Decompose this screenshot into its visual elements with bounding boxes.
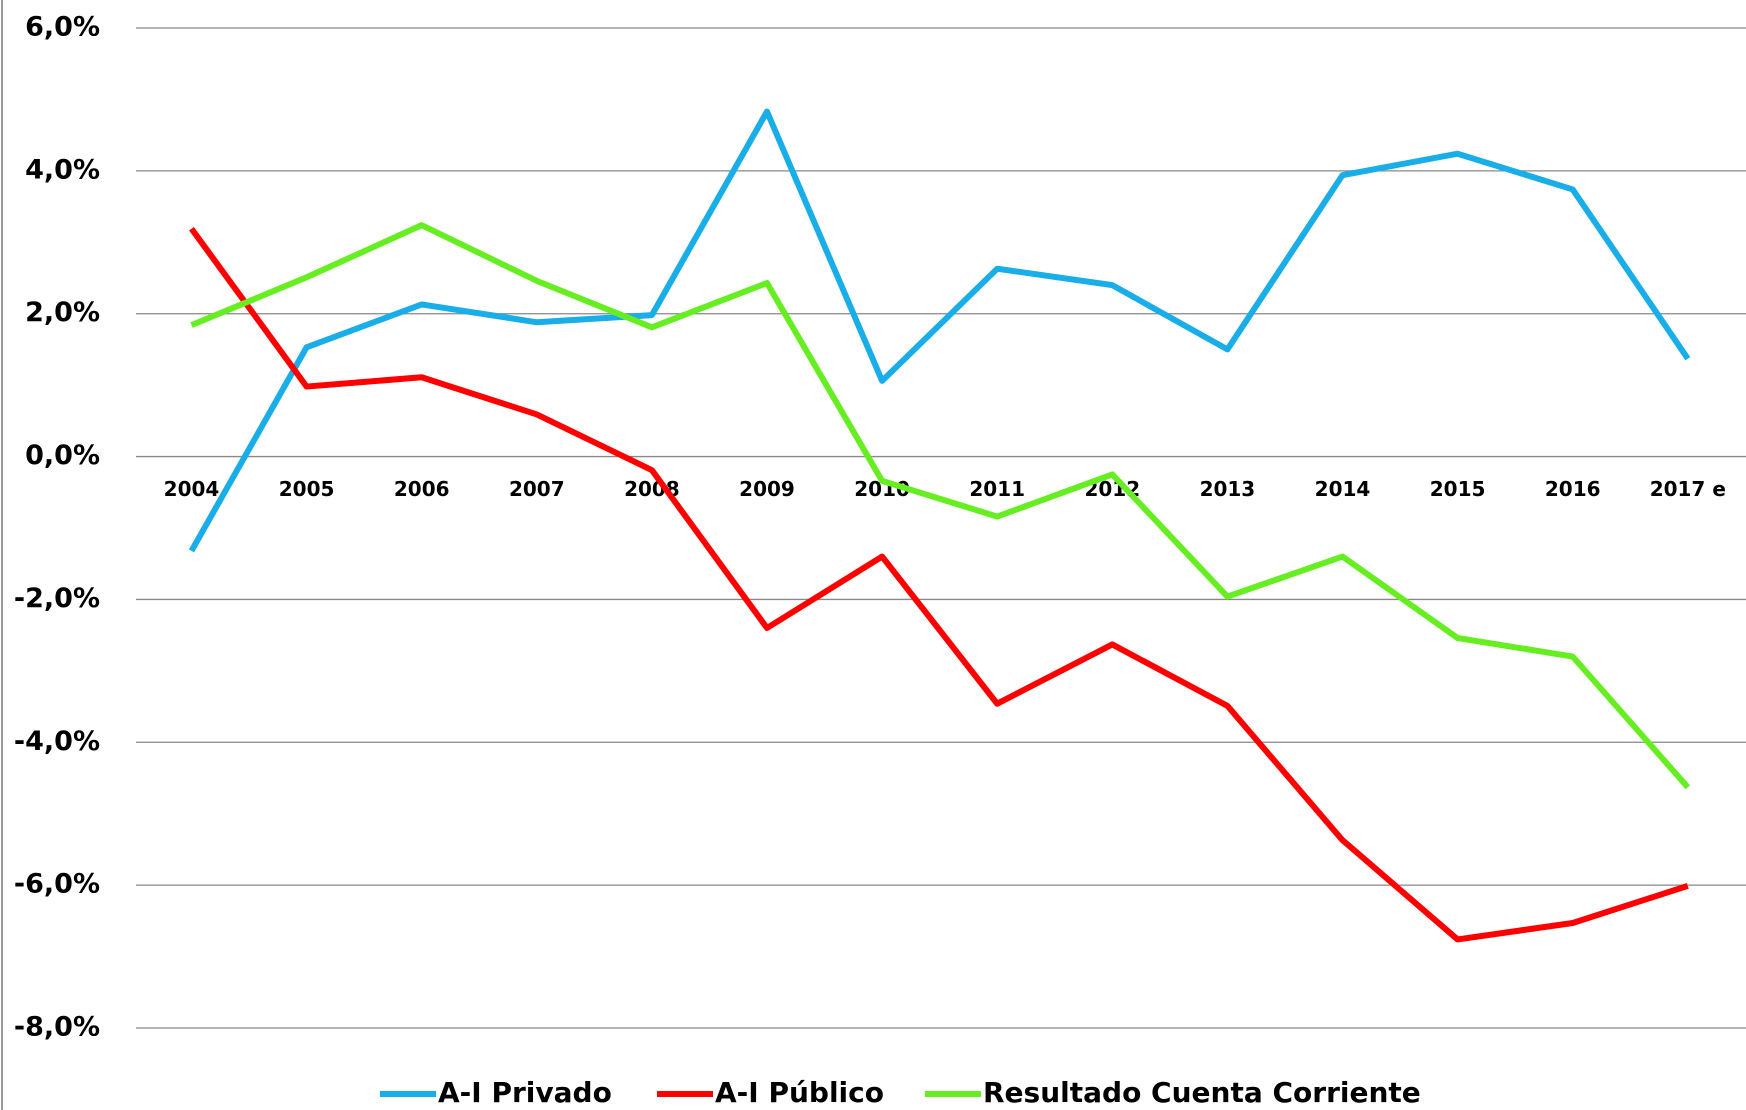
y-tick-label: 6,0% [25,12,100,43]
series-line [188,108,1691,553]
x-tick-label: 2014 [1315,477,1371,501]
x-tick-label: 2005 [279,477,335,501]
legend-label: A-I Privado [438,1076,612,1109]
y-tick-label: -6,0% [14,869,100,900]
x-tick-label: 2009 [739,477,795,501]
x-tick-label: 2016 [1545,477,1601,501]
y-tick-label: 0,0% [25,440,100,471]
x-tick-label: 2017 e [1650,477,1726,501]
x-tick-label: 2006 [394,477,450,501]
x-tick-label: 2013 [1200,477,1256,501]
y-tick-label: -4,0% [14,726,100,757]
series-line [189,226,1689,943]
x-tick-label: 2011 [969,477,1025,501]
x-tick-label: 2007 [509,477,565,501]
x-tick-label: 2015 [1430,477,1486,501]
series-line [190,222,1691,790]
y-tick-label: -8,0% [14,1012,100,1043]
y-tick-label: 2,0% [25,297,100,328]
y-tick-label: 4,0% [25,154,100,185]
legend-label: A-I Público [715,1076,884,1109]
y-tick-label: -2,0% [14,583,100,614]
legend-label: Resultado Cuenta Corriente [983,1076,1421,1109]
x-tick-label: 2004 [164,477,220,501]
